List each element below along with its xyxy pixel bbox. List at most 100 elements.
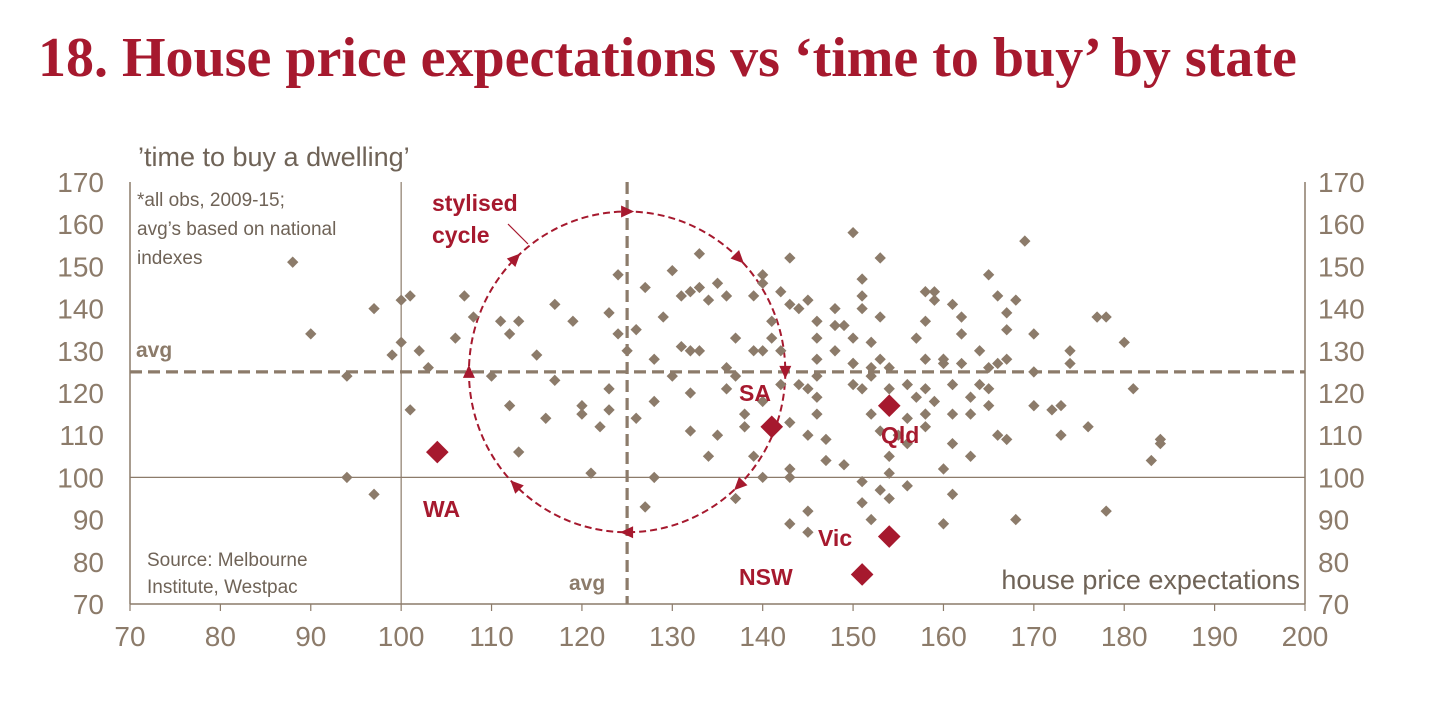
observation-point <box>883 383 895 395</box>
state-label-qld: Qld <box>881 422 919 448</box>
observation-point <box>964 450 977 462</box>
observation-point <box>910 391 922 403</box>
observation-point <box>729 332 742 344</box>
observation-point <box>1055 429 1067 441</box>
observation-point <box>928 395 941 408</box>
observation-point <box>919 353 932 365</box>
observation-point <box>901 412 913 424</box>
observation-point <box>1046 404 1058 416</box>
observation-point <box>748 450 760 462</box>
observation-point <box>549 374 561 386</box>
observation-point <box>856 290 868 302</box>
observation-point <box>992 429 1004 441</box>
observation-point <box>802 383 814 395</box>
cycle-arrowhead <box>506 253 521 267</box>
observation-point <box>368 488 380 500</box>
observation-point <box>983 383 995 395</box>
observation-point <box>458 290 471 302</box>
observation-point <box>964 408 977 420</box>
cycle-arrowhead <box>510 480 524 494</box>
reference-lines <box>130 182 1305 604</box>
y-tick-label-left: 140 <box>57 294 104 325</box>
observation-point <box>964 391 977 403</box>
observation-point <box>1127 383 1139 395</box>
observation-point <box>847 226 859 239</box>
x-tick-label: 180 <box>1101 621 1148 652</box>
observation-point <box>395 294 407 306</box>
observation-point <box>1145 454 1157 467</box>
observation-point <box>775 286 787 298</box>
observation-point <box>341 471 353 484</box>
observation-point <box>386 349 398 361</box>
observation-point <box>992 290 1004 302</box>
observations <box>287 226 1167 538</box>
observation-point <box>955 328 968 340</box>
observation-point <box>1019 235 1031 247</box>
observation-point <box>612 269 624 281</box>
avg-label-horizontal: avg <box>136 339 172 362</box>
observation-point <box>811 408 823 420</box>
observation-point <box>874 484 886 496</box>
observation-point <box>395 336 407 348</box>
observation-point <box>946 378 959 391</box>
observation-point <box>1001 324 1013 336</box>
x-tick-label: 140 <box>739 621 786 652</box>
plot-frame <box>129 182 1306 611</box>
observation-point <box>513 446 525 458</box>
observation-point <box>738 421 751 433</box>
state-markers <box>426 394 901 586</box>
observation-point <box>684 425 697 437</box>
x-tick-label: 110 <box>469 621 514 652</box>
observation-point <box>585 467 597 479</box>
observation-point <box>503 328 516 340</box>
y-tick-label-right: 150 <box>1318 251 1365 282</box>
observation-point <box>910 332 922 344</box>
observation-point <box>811 391 823 403</box>
observation-point <box>603 383 615 395</box>
observation-point <box>811 353 823 365</box>
observation-point <box>946 437 959 450</box>
observation-point <box>802 526 814 538</box>
avg-label-vertical: avg <box>569 572 605 595</box>
observation-point <box>567 315 579 327</box>
observation-point <box>666 370 678 382</box>
observation-point <box>702 450 715 462</box>
observation-point <box>1082 421 1094 433</box>
observation-point <box>928 286 941 298</box>
y-axis-label: ’time to buy a dwelling’ <box>138 142 410 172</box>
state-marker-qld <box>877 394 901 418</box>
observation-point <box>775 378 787 391</box>
x-tick-label: 150 <box>830 621 877 652</box>
observation-point <box>955 311 968 323</box>
observation-point <box>503 400 516 412</box>
observation-point <box>811 332 823 344</box>
y-tick-label-left: 130 <box>57 336 104 367</box>
source-line-2: Institute, Westpac <box>147 577 298 598</box>
observation-point <box>747 290 760 302</box>
observation-point <box>287 256 299 268</box>
observation-point <box>874 425 886 437</box>
observation-point <box>820 433 832 446</box>
observation-point <box>612 328 624 340</box>
observation-point <box>1001 433 1013 446</box>
x-tick-label: 200 <box>1282 621 1329 652</box>
y-tick-label-left: 100 <box>57 462 104 493</box>
observation-point <box>784 471 796 484</box>
observation-point <box>1001 353 1013 365</box>
observation-point <box>639 281 651 294</box>
observation-point <box>874 311 886 323</box>
observation-point <box>847 332 859 344</box>
observation-point <box>865 370 877 382</box>
observation-point <box>901 378 913 391</box>
observation-point <box>820 454 832 467</box>
observation-point <box>784 416 796 429</box>
observation-point <box>829 345 841 357</box>
observation-point <box>576 400 588 412</box>
observation-point <box>711 277 724 289</box>
observation-point <box>901 480 913 492</box>
observation-point <box>757 345 769 357</box>
y-tick-label-right: 90 <box>1318 505 1349 536</box>
observation-point <box>937 353 950 365</box>
observation-point <box>937 463 950 475</box>
observation-point <box>305 328 317 340</box>
